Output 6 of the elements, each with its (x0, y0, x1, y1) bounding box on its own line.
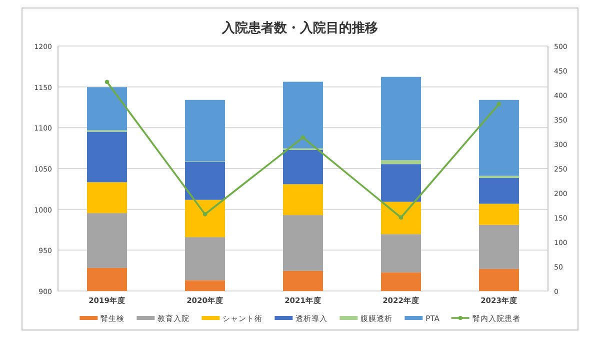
point (398, 215, 404, 220)
chart-title: 入院患者数・入院目的推移 (221, 20, 378, 36)
point (496, 102, 502, 106)
point (300, 135, 306, 140)
point (202, 212, 208, 216)
point (104, 80, 110, 84)
